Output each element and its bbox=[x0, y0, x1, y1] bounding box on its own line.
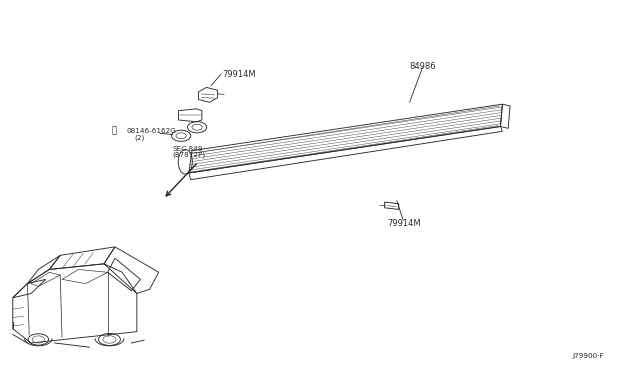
Text: Ⓑ: Ⓑ bbox=[112, 126, 117, 135]
Text: 08146-6162G: 08146-6162G bbox=[127, 128, 177, 134]
Text: (87872P): (87872P) bbox=[173, 152, 206, 158]
Text: 79914M: 79914M bbox=[387, 219, 421, 228]
Text: 84986: 84986 bbox=[410, 62, 436, 71]
Text: 79914M: 79914M bbox=[223, 70, 257, 79]
Text: J79900·F: J79900·F bbox=[573, 353, 604, 359]
Text: SEC.849: SEC.849 bbox=[173, 146, 203, 152]
Text: (2): (2) bbox=[134, 134, 145, 141]
